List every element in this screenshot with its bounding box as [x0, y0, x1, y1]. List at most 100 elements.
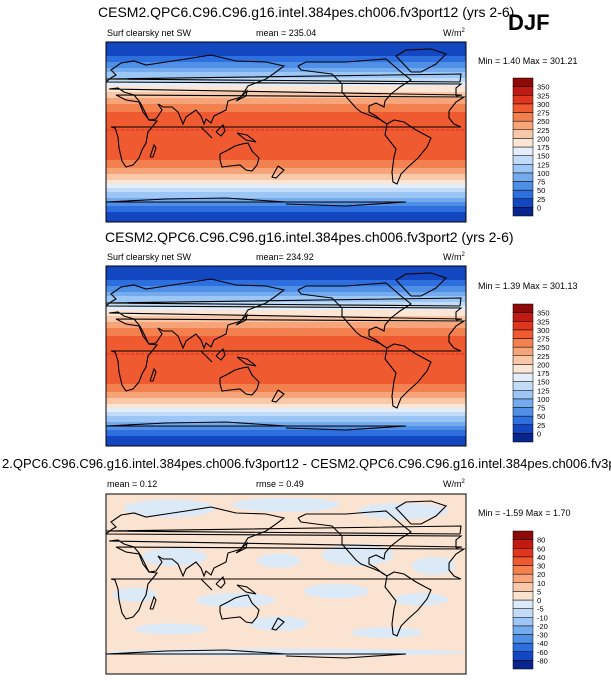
colorbar-tick-label: 200 — [537, 134, 550, 143]
field-band — [106, 272, 466, 275]
field-band — [106, 308, 466, 311]
colorbar-tick-label: -40 — [537, 639, 548, 648]
field-band — [106, 358, 466, 361]
field-background — [106, 494, 466, 674]
panel-1-units: W/m2 — [443, 28, 465, 38]
field-band — [106, 66, 466, 69]
field-band — [106, 374, 466, 377]
field-band — [106, 92, 466, 95]
colorbar-cell — [512, 573, 534, 584]
field-band — [106, 122, 466, 125]
field-band — [106, 424, 466, 427]
field-band — [106, 420, 466, 423]
field-band — [106, 76, 466, 79]
field-band — [106, 442, 466, 445]
colorbar-cell — [512, 103, 534, 113]
field-band — [106, 286, 466, 289]
colorbar-tick-label: -80 — [537, 656, 548, 665]
colorbar-tick-label: 175 — [537, 143, 550, 152]
field-band — [106, 336, 466, 339]
field-band — [106, 292, 466, 295]
field-band — [106, 334, 466, 337]
field-band — [106, 146, 466, 149]
colorbar-cell — [512, 634, 534, 644]
field-band — [106, 378, 466, 381]
map-frame — [105, 41, 467, 223]
field-band — [106, 154, 466, 157]
field-band — [106, 206, 466, 209]
field-band — [106, 174, 466, 177]
coastline — [106, 197, 407, 207]
colorbar-tick-label: 75 — [537, 404, 545, 413]
field-band — [106, 332, 466, 335]
colorbar-cell — [512, 556, 534, 566]
field-band — [106, 326, 466, 329]
field-band — [106, 132, 466, 135]
field-band — [106, 432, 466, 435]
colorbar-tick-label: -20 — [537, 622, 548, 631]
field-band — [106, 214, 466, 217]
colorbar-tick-label: 50 — [537, 412, 545, 421]
coastline — [106, 506, 463, 578]
field-band — [106, 428, 466, 431]
colorbar-tick-label: 300 — [537, 326, 550, 335]
coastline — [395, 48, 448, 73]
colorbar-cell — [512, 565, 534, 575]
field-band — [106, 430, 466, 433]
colorbar-cell — [512, 599, 534, 609]
field-band — [106, 402, 466, 405]
field-band — [106, 112, 466, 115]
field-band — [106, 104, 466, 107]
field-band — [106, 186, 466, 189]
panel-2-title: CESM2.QPC6.C96.C96.g16.intel.384pes.ch00… — [105, 229, 514, 245]
panel-3-title: 2.QPC6.C96.C96.g16.intel.384pes.ch006.fv… — [2, 456, 611, 471]
field-band — [106, 106, 466, 109]
field-band — [106, 140, 466, 143]
colorbar-tick-label: 275 — [537, 109, 550, 118]
field-band — [106, 208, 466, 211]
colorbar-cell — [512, 198, 534, 208]
panel-3-mean: mean = 0.12 — [107, 479, 158, 489]
colorbar-cell — [512, 548, 534, 558]
field-patch — [124, 499, 214, 518]
field-band — [106, 70, 466, 73]
map-panel-3 — [105, 493, 467, 675]
field-band — [106, 406, 466, 409]
colorbar-tick-label: 175 — [537, 369, 550, 378]
field-band — [106, 204, 466, 207]
field-patch — [412, 557, 456, 575]
colorbar-cell — [512, 189, 534, 200]
field-band — [106, 296, 466, 299]
colorbar-cell — [512, 329, 534, 339]
field-patch — [232, 497, 340, 512]
field-band — [106, 366, 466, 369]
coastline — [106, 73, 462, 83]
field-band — [106, 90, 466, 93]
field-band — [106, 270, 466, 273]
map-frame — [105, 493, 467, 675]
field-band — [106, 422, 466, 425]
map-field — [106, 42, 466, 222]
field-band — [106, 404, 466, 407]
field-band — [106, 320, 466, 323]
coastline — [271, 617, 285, 631]
colorbar-tick-label: 350 — [537, 83, 550, 92]
colorbar-cell — [512, 539, 534, 549]
colorbar-cell — [512, 138, 534, 148]
colorbar-cell — [512, 346, 534, 357]
coastline — [200, 350, 213, 363]
field-patch — [134, 623, 207, 635]
field-band — [106, 202, 466, 205]
field-band — [106, 164, 466, 167]
colorbar-cell — [512, 372, 534, 382]
field-band — [106, 318, 466, 321]
colorbar-tick-label: 75 — [537, 178, 545, 187]
coastline — [235, 89, 248, 102]
field-band — [106, 98, 466, 101]
coastline — [106, 297, 462, 307]
colorbar-cell — [512, 321, 534, 331]
field-band — [106, 368, 466, 371]
field-band — [106, 152, 466, 155]
